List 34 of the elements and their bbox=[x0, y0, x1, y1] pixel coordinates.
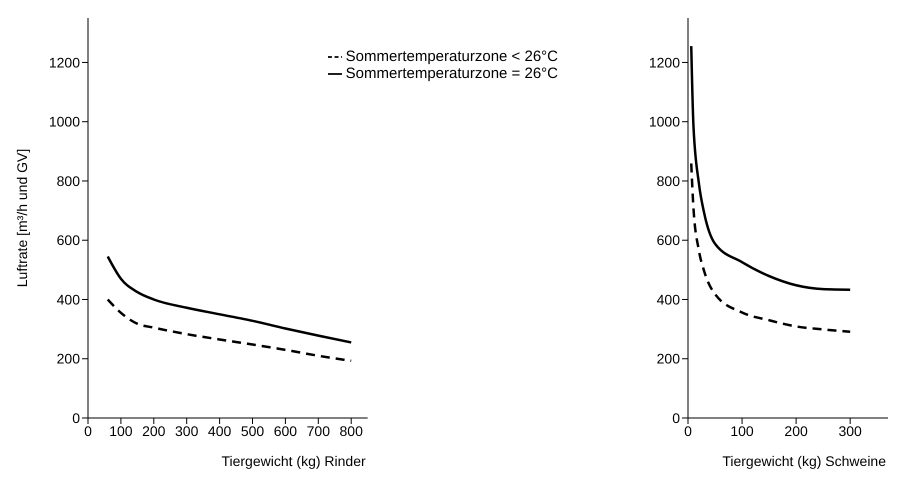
line-series bbox=[106, 298, 352, 362]
y-tick-label: 1000 bbox=[48, 114, 80, 130]
y-tick-label: 800 bbox=[656, 172, 680, 189]
x-tick-label: 0 bbox=[84, 422, 92, 439]
y-tick-label: 600 bbox=[56, 232, 80, 248]
y-tick-label: 1000 bbox=[648, 114, 680, 130]
y-tick-label: 1200 bbox=[648, 54, 680, 70]
y-tick-label: 200 bbox=[656, 350, 680, 367]
x-tick-label: 500 bbox=[240, 422, 264, 439]
line-series bbox=[106, 255, 352, 344]
y-tick-label: 400 bbox=[656, 291, 680, 308]
x-tick-label: 100 bbox=[109, 422, 133, 439]
x-tick-label: 600 bbox=[274, 422, 298, 439]
y-tick-label: 800 bbox=[56, 172, 80, 189]
y-tick-label: 600 bbox=[656, 232, 680, 248]
x-tick-label: 100 bbox=[730, 422, 754, 439]
x-axis-title: Tiergewicht (kg) Rinder bbox=[221, 453, 366, 469]
y-tick-label: 400 bbox=[56, 291, 80, 308]
y-tick-label: 0 bbox=[672, 410, 680, 426]
x-tick-label: 700 bbox=[306, 422, 330, 439]
y-tick-label: 200 bbox=[56, 350, 80, 367]
y-tick-label: 1200 bbox=[48, 54, 80, 70]
legend-label: Sommertemperaturzone < 26°C bbox=[346, 48, 558, 65]
x-tick-label: 300 bbox=[838, 422, 862, 439]
x-tick-label: 300 bbox=[175, 422, 199, 439]
y-axis-title: Luftrate [m³/h und GV] bbox=[14, 148, 30, 288]
x-tick-label: 200 bbox=[784, 422, 808, 439]
x-axis-title: Tiergewicht (kg) Schweine bbox=[722, 453, 886, 469]
legend-label: Sommertemperaturzone = 26°C bbox=[346, 65, 558, 82]
y-tick-label: 0 bbox=[72, 410, 80, 426]
x-tick-label: 400 bbox=[208, 422, 232, 439]
x-tick-label: 800 bbox=[340, 422, 364, 439]
x-tick-label: 200 bbox=[142, 422, 166, 439]
x-tick-label: 0 bbox=[684, 422, 692, 439]
